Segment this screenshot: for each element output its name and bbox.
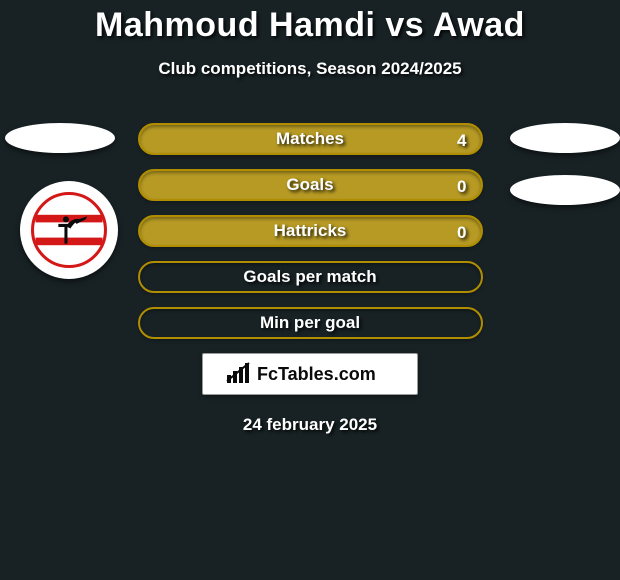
date-label: 24 february 2025 bbox=[0, 415, 620, 435]
player-photo-left-placeholder bbox=[5, 123, 115, 153]
stat-label: Matches bbox=[276, 129, 344, 149]
stat-label: Goals per match bbox=[243, 267, 376, 287]
fctables-logo-icon: FcTables.com bbox=[225, 361, 395, 387]
brand-watermark: FcTables.com bbox=[202, 353, 418, 395]
stat-row: Matches 4 bbox=[138, 123, 483, 155]
stat-row: Goals 0 bbox=[138, 169, 483, 201]
club-logo bbox=[20, 181, 118, 279]
stat-value: 0 bbox=[457, 217, 466, 249]
stat-row: Goals per match bbox=[138, 261, 483, 293]
stat-label: Min per goal bbox=[260, 313, 360, 333]
stat-value: 4 bbox=[457, 125, 466, 157]
subtitle: Club competitions, Season 2024/2025 bbox=[0, 59, 620, 79]
stat-label: Hattricks bbox=[274, 221, 347, 241]
stat-label: Goals bbox=[286, 175, 333, 195]
content-area: Matches 4 Goals 0 Hattricks 0 Goals per match M… bbox=[0, 123, 620, 435]
stat-row: Hattricks 0 bbox=[138, 215, 483, 247]
zamalek-logo-icon bbox=[31, 192, 107, 268]
player-photo-right-placeholder-1 bbox=[510, 123, 620, 153]
stat-row: Min per goal bbox=[138, 307, 483, 339]
page-title: Mahmoud Hamdi vs Awad bbox=[0, 0, 620, 45]
svg-text:FcTables.com: FcTables.com bbox=[257, 364, 376, 384]
player-photo-right-placeholder-2 bbox=[510, 175, 620, 205]
stats-list: Matches 4 Goals 0 Hattricks 0 Goals per match M… bbox=[138, 123, 483, 339]
stat-value: 0 bbox=[457, 171, 466, 203]
